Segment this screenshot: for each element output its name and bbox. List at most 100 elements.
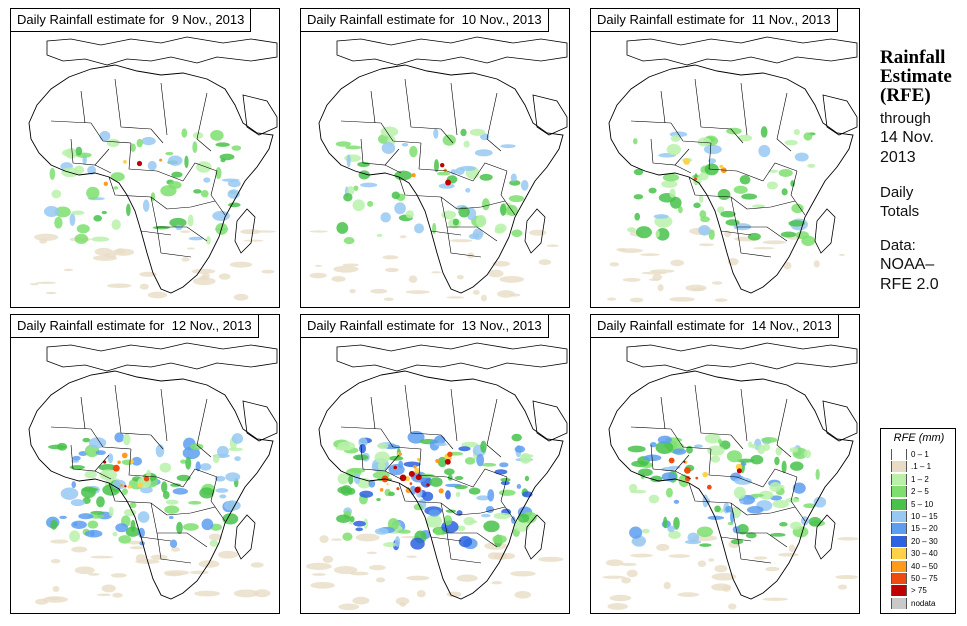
rain-patch (607, 603, 628, 610)
rain-patch (118, 535, 132, 544)
rain-patch (122, 433, 131, 446)
rain-patch (353, 454, 369, 461)
rain-patch (621, 577, 631, 584)
country-border (440, 196, 498, 242)
rain-patch (781, 460, 787, 474)
country-border (108, 482, 168, 516)
legend-item: nodata (891, 597, 935, 609)
rain-patch (199, 487, 215, 499)
rain-patch (472, 228, 484, 240)
rain-patch (708, 229, 715, 240)
arabia-outline (822, 400, 858, 442)
country-border (736, 226, 772, 258)
rain-patch (353, 520, 366, 527)
rain-patch (607, 297, 617, 301)
rain-patch (78, 513, 94, 520)
rain-patch (641, 528, 650, 534)
rain-patch (778, 552, 799, 557)
rain-patch (718, 439, 723, 445)
rain-patch (69, 530, 81, 543)
country-border (80, 396, 86, 430)
country-border (694, 78, 744, 144)
rain-patch (794, 152, 809, 162)
rain-patch (463, 516, 475, 526)
rain-patch (808, 516, 822, 527)
rain-patch (111, 219, 121, 230)
heavy-rain-cell (683, 460, 686, 463)
country-border (446, 532, 482, 564)
rain-patch (374, 527, 389, 535)
rain-patch (700, 216, 710, 223)
rain-patch (240, 229, 261, 235)
rain-patch (633, 168, 644, 176)
rain-patch (698, 194, 704, 203)
rain-patch (357, 161, 370, 167)
rain-patch (50, 539, 69, 544)
rain-patch (649, 442, 657, 448)
rain-patch (657, 284, 664, 292)
rain-patch (199, 463, 212, 471)
rain-patch (450, 239, 473, 243)
rain-patch (788, 220, 805, 227)
country-borders (50, 384, 226, 564)
rain-patch (161, 481, 168, 493)
country-border (694, 384, 744, 450)
rain-patch (310, 582, 335, 589)
legend-item: 1 – 2 (891, 473, 929, 485)
rain-patch (62, 149, 76, 157)
rain-patch (639, 253, 661, 257)
rain-patch (182, 523, 199, 531)
country-border (182, 162, 218, 182)
heavy-rain-cell (123, 160, 127, 164)
rain-patch (348, 474, 354, 485)
rain-patch (250, 562, 264, 568)
rain-patch (219, 494, 227, 499)
rain-patch (42, 596, 69, 603)
rain-patch (113, 186, 119, 190)
country-border (630, 426, 712, 450)
country-border (418, 142, 474, 182)
rain-patch (375, 577, 386, 583)
country-border (210, 170, 226, 216)
rainfall-field (602, 433, 859, 610)
rain-patch (208, 533, 223, 541)
rain-patch (147, 160, 157, 171)
heavy-rain-cell (694, 177, 698, 181)
rain-patch (454, 484, 468, 490)
figure-caption: Rainfall Estimate (RFE) through 14 Nov. … (880, 48, 964, 295)
legend-label: 30 – 40 (911, 549, 938, 559)
panel-title: Daily Rainfall estimate for 14 Nov., 201… (591, 315, 839, 338)
rain-patch (192, 277, 216, 286)
rain-patch (391, 191, 400, 200)
rain-patch (167, 155, 183, 166)
rain-patch (434, 527, 443, 536)
rain-patch (165, 151, 174, 156)
rain-patch (87, 165, 97, 175)
rain-patch (649, 278, 661, 281)
country-border (156, 532, 192, 564)
rain-patch (171, 171, 183, 178)
legend-swatch (891, 548, 907, 560)
rain-patch (428, 509, 441, 517)
legend-item: .1 – 1 (891, 461, 931, 473)
rain-patch (352, 596, 370, 605)
rain-patch (349, 516, 355, 523)
rain-patch (487, 489, 495, 502)
arabia-outline (242, 400, 278, 442)
rain-patch (704, 433, 721, 444)
rain-patch (142, 199, 150, 212)
rain-patch (500, 144, 516, 149)
europe-outline (46, 342, 278, 372)
rain-patch (88, 573, 100, 576)
rain-patch (469, 128, 486, 136)
heavy-rain-cell (415, 474, 422, 481)
rain-patch (124, 508, 137, 517)
rain-patch (322, 555, 334, 563)
rain-patch (71, 210, 85, 215)
rain-patch (127, 540, 143, 545)
rain-patch (165, 499, 179, 505)
rain-patch (634, 212, 641, 221)
rain-patch (792, 482, 806, 494)
madagascar-outline (524, 514, 546, 560)
rain-patch (76, 224, 90, 234)
